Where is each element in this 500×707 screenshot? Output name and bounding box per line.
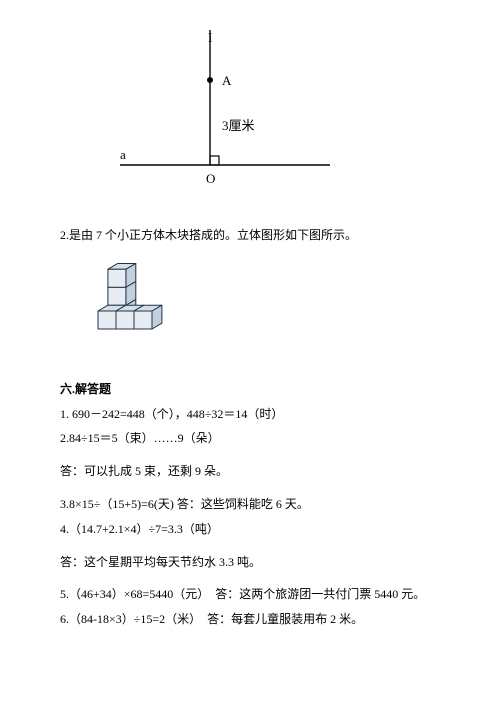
- svg-text:O: O: [206, 171, 215, 186]
- answer-6: 6.（84-18×3）÷15=2（米） 答：每套儿童服装用布 2 米。: [60, 608, 440, 631]
- section-6-title: 六.解答题: [60, 378, 440, 401]
- problem-2-text: 2.是由 7 个小正方体木块搭成的。立体图形如下图所示。: [60, 224, 440, 247]
- answer-2b: 答：可以扎成 5 束，还剩 9 朵。: [60, 460, 440, 483]
- answer-3: 3.8×15÷（15+5)=6(天) 答：这些饲料能吃 6 天。: [60, 493, 440, 516]
- perpendicular-diagram: I A 3厘米 a O: [120, 30, 440, 199]
- svg-text:3厘米: 3厘米: [222, 118, 255, 133]
- answer-4b: 答：这个星期平均每天节约水 3.3 吨。: [60, 551, 440, 574]
- svg-text:I: I: [208, 30, 212, 45]
- answer-4: 4.（14.7+2.1×4）÷7=3.3（吨）: [60, 518, 440, 541]
- svg-text:a: a: [120, 147, 126, 162]
- answer-1: 1. 690－242=448（个），448÷32＝14（时）: [60, 403, 440, 426]
- section-6: 六.解答题 1. 690－242=448（个），448÷32＝14（时） 2.8…: [60, 378, 440, 631]
- cube-diagram: [80, 249, 440, 353]
- answer-5: 5.（46+34）×68=5440（元） 答：这两个旅游团一共付门票 5440 …: [60, 583, 440, 606]
- problem-2-statement: 2.是由 7 个小正方体木块搭成的。立体图形如下图所示。: [60, 224, 440, 247]
- answer-2: 2.84÷15＝5（束）……9（朵）: [60, 427, 440, 450]
- svg-text:A: A: [222, 73, 232, 88]
